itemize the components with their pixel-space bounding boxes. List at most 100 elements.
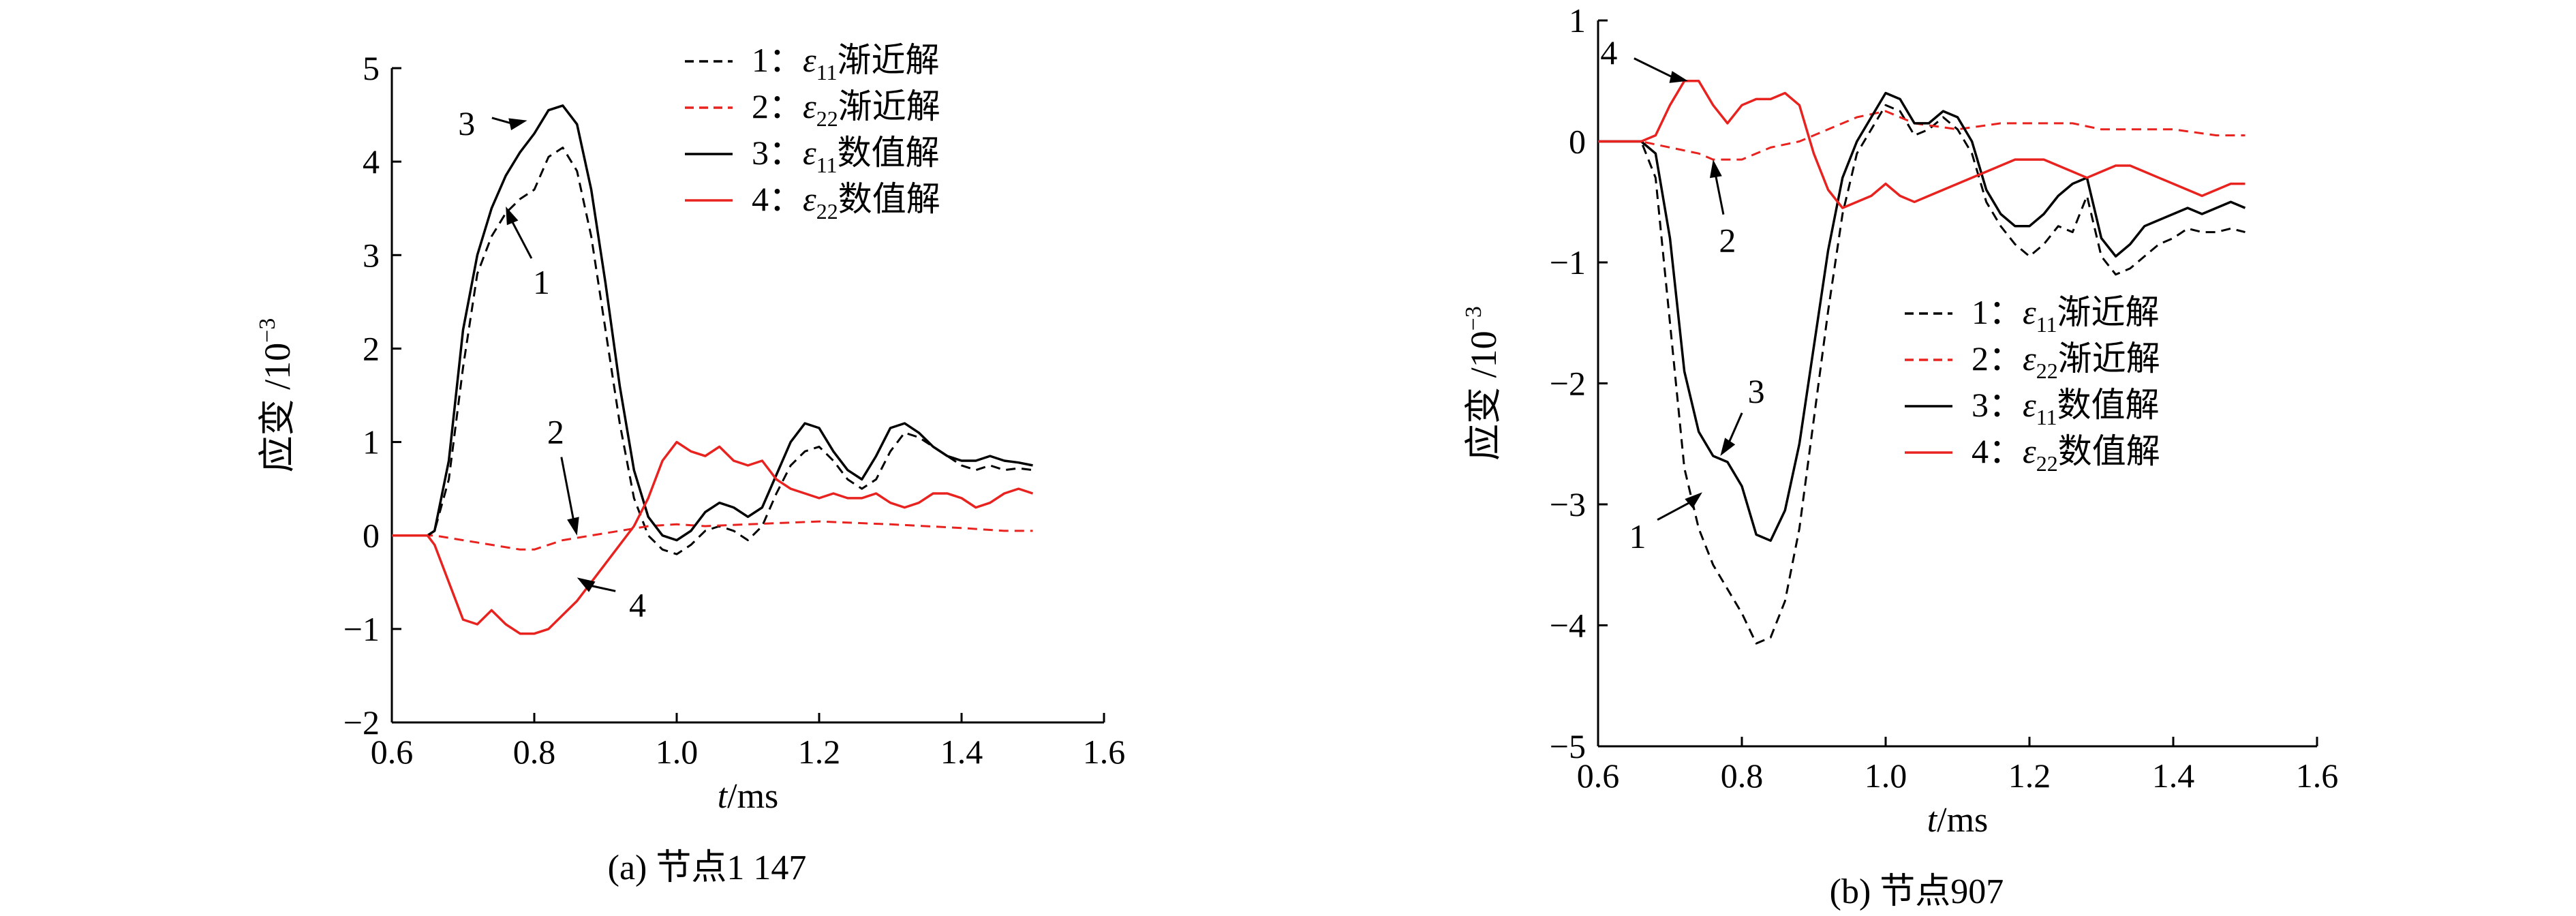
panel-caption: (a) 节点1 147 (608, 849, 807, 887)
y-axis-label-exponent: −3 (1461, 306, 1486, 331)
chart-panel-b: 0.6 0.8 1.0 1.2 1.4 1.6 −5 −4 −3 −2 −1 0 1 t/ms 应变 /10… (1461, 1, 2338, 911)
series-line-3 (392, 104, 1033, 542)
legend-subscript: 11 (816, 60, 838, 85)
x-tick-label: 0.6 (1577, 757, 1620, 795)
chart-panel-a: 0.6 0.8 1.0 1.2 1.4 1.6 −2 −1 0 1 2 3 4 5 t/ms 应变 /10−3… (255, 41, 1125, 887)
annotation-arrow-line (1728, 412, 1743, 444)
annotation-label: 1 (1629, 517, 1646, 555)
y-axis-label-exponent: −3 (255, 318, 280, 343)
y-tick-label: 2 (363, 329, 380, 367)
annotation-arrow-head (577, 577, 596, 592)
annotation-arrow-head (1685, 492, 1702, 508)
legend-number: 1： (752, 41, 803, 79)
y-tick-label: −3 (1550, 485, 1586, 523)
y-axis-label: 应变 /10−3 (1461, 306, 1504, 461)
legend-subscript: 11 (2036, 405, 2057, 429)
annotation-arrow-line (589, 584, 616, 592)
annotation-arrow-line (1714, 174, 1725, 215)
legend-number: 3： (1972, 386, 2023, 424)
panel-caption: (b) 节点907 (1830, 872, 2004, 911)
legend-text: 渐近解 (2057, 293, 2160, 331)
legend-entry: 1：ε11渐近解 (1972, 293, 2160, 337)
legend-subscript: 22 (2036, 358, 2058, 383)
legend-text: 数值解 (838, 134, 940, 172)
series-line-2 (392, 520, 1033, 551)
legend-number: 4： (752, 180, 803, 218)
annotation-arrow-head (506, 206, 519, 226)
x-axis-label: t/ms (718, 777, 779, 816)
x-axis-variable: t (718, 777, 729, 816)
legend-entry: 3：ε11数值解 (752, 134, 940, 177)
legend-symbol: ε (2023, 293, 2036, 331)
annotation-label: 3 (1748, 372, 1765, 410)
legend-entry: 2：ε22渐近解 (1972, 339, 2160, 383)
y-tick-label: −2 (343, 703, 380, 742)
legend-symbol: ε (803, 87, 816, 125)
x-axis-unit: /ms (727, 777, 778, 816)
x-tick-label: 1.0 (1865, 757, 1907, 795)
series-line-1 (1598, 104, 2245, 645)
y-tick-label: −1 (343, 610, 380, 648)
x-tick-label: 1.6 (2296, 757, 2339, 795)
x-tick-label: 0.8 (1721, 757, 1764, 795)
x-tick-label: 1.0 (656, 733, 699, 771)
legend-symbol: ε (803, 41, 816, 79)
annotation-arrow-head (508, 118, 527, 131)
y-tick-label: 5 (363, 49, 380, 87)
legend-symbol: ε (2023, 339, 2036, 378)
y-tick-label: 1 (1569, 1, 1586, 40)
series-line-2 (1598, 110, 2245, 161)
legend-number: 2： (1972, 339, 2023, 378)
annotation-arrow-line (560, 457, 575, 521)
x-tick-label: 1.2 (2008, 757, 2051, 795)
legend-subscript: 22 (2036, 451, 2058, 476)
annotation-label: 2 (547, 413, 564, 451)
x-axis-unit: /ms (1937, 801, 1988, 840)
annotation-arrow-head (567, 517, 579, 536)
legend-subscript: 11 (2036, 312, 2057, 337)
y-tick-label: 1 (363, 423, 380, 461)
y-tick-label: 0 (1569, 123, 1586, 161)
annotation-arrow-line (1634, 57, 1674, 79)
y-tick-label: −5 (1550, 727, 1586, 765)
legend-entry: 2：ε22渐近解 (752, 87, 940, 131)
series-line-4 (1598, 80, 2245, 209)
annotation-arrow-line (1657, 501, 1691, 521)
legend-entry: 1：ε11渐近解 (752, 41, 940, 85)
annotation-arrow-head (1709, 159, 1722, 179)
legend-entry: 4：ε22数值解 (752, 180, 940, 224)
x-tick-label: 0.8 (513, 733, 556, 771)
y-axis-label-main: 应变 /10 (257, 343, 298, 473)
legend-subscript: 11 (816, 153, 838, 177)
y-tick-label: −2 (1550, 365, 1586, 403)
x-axis-variable: t (1927, 801, 1938, 840)
legend-number: 3： (752, 134, 803, 172)
annotation-label: 3 (458, 104, 475, 142)
x-axis-label: t/ms (1927, 801, 1989, 840)
annotation-label: 4 (1600, 33, 1617, 72)
x-tick-label: 1.2 (798, 733, 841, 771)
legend-number: 2： (752, 87, 803, 125)
y-tick-label: 0 (363, 517, 380, 555)
legend-symbol: ε (803, 180, 816, 218)
x-tick-label: 1.4 (940, 733, 983, 771)
annotation-arrow-head (1669, 71, 1688, 83)
x-tick-label: 1.4 (2152, 757, 2195, 795)
x-tick-label: 0.6 (371, 733, 414, 771)
series-line-3 (1598, 91, 2246, 543)
series-line-4 (392, 440, 1034, 635)
y-axis-label-main: 应变 /10 (1463, 331, 1504, 461)
annotation-label: 1 (533, 263, 550, 301)
annotation-arrow-head (1720, 438, 1736, 456)
legend-subscript: 22 (816, 199, 838, 224)
y-axis-label: 应变 /10−3 (255, 318, 298, 473)
legend-text: 数值解 (2057, 386, 2160, 424)
legend-text: 渐近解 (838, 87, 940, 125)
annotation-arrow-line (491, 117, 513, 125)
legend-number: 4： (1972, 432, 2023, 470)
x-tick-label: 1.6 (1083, 733, 1126, 771)
legend-text: 数值解 (2058, 432, 2160, 470)
annotation-label: 4 (629, 585, 646, 624)
